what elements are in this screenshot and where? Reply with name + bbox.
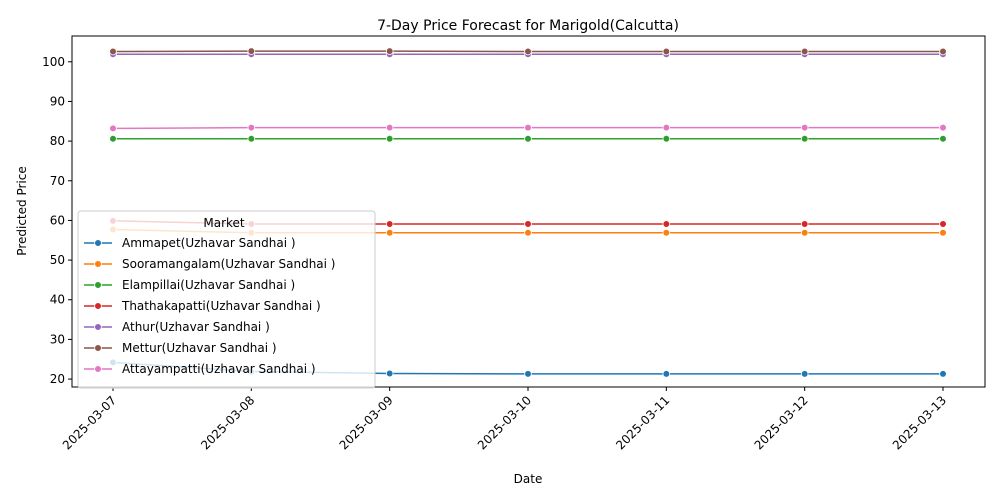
y-tick-label: 90 <box>50 94 65 108</box>
x-axis-label: Date <box>514 472 543 486</box>
data-point <box>385 134 394 143</box>
data-point <box>800 370 809 378</box>
x-axis: 2025-03-07 2025-03-08 2025-03-09 2025-03-10… <box>60 387 949 452</box>
data-point <box>800 123 809 132</box>
series-group <box>109 47 947 56</box>
data-point <box>939 134 947 143</box>
data-point <box>662 370 671 378</box>
data-point <box>247 134 256 143</box>
x-tick-label: 2025-03-08 <box>198 393 257 452</box>
data-point <box>939 370 947 378</box>
legend-title: Market <box>203 216 245 230</box>
y-tick-label: 20 <box>50 372 65 386</box>
legend-label: Sooramangalam(Uzhavar Sandhai ) <box>122 257 336 271</box>
data-point <box>524 134 532 143</box>
data-point <box>524 123 532 132</box>
legend-marker <box>94 323 102 331</box>
y-tick-label: 60 <box>50 213 65 227</box>
x-tick-label: 2025-03-07 <box>60 393 119 452</box>
chart-title: 7-Day Price Forecast for Marigold(Calcut… <box>377 18 679 34</box>
data-point <box>939 220 947 228</box>
legend: Market Ammapet(Uzhavar Sandhai ) Sooramang… <box>77 210 376 389</box>
data-point <box>385 220 394 228</box>
data-point <box>939 47 947 56</box>
data-point <box>524 370 532 378</box>
data-point <box>524 220 532 228</box>
legend-marker <box>94 260 102 268</box>
x-tick-label: 2025-03-09 <box>337 393 396 452</box>
data-point <box>524 47 532 56</box>
y-tick-label: 30 <box>50 332 65 346</box>
legend-label: Ammapet(Uzhavar Sandhai ) <box>122 236 296 250</box>
legend-label: Athur(Uzhavar Sandhai ) <box>122 320 270 334</box>
legend-label: Mettur(Uzhavar Sandhai ) <box>122 341 277 355</box>
data-point <box>385 47 394 55</box>
data-point <box>662 123 671 132</box>
data-point <box>385 369 394 378</box>
x-tick-label: 2025-03-13 <box>890 393 949 452</box>
data-point <box>109 124 117 133</box>
series-group <box>109 134 947 143</box>
data-point <box>385 228 394 237</box>
data-point <box>662 228 671 237</box>
data-point <box>247 123 256 132</box>
data-point <box>939 228 947 237</box>
legend-marker <box>94 281 102 289</box>
y-tick-label: 80 <box>50 134 65 148</box>
legend-marker <box>94 302 102 310</box>
x-tick-label: 2025-03-10 <box>475 393 534 452</box>
y-axis: 20 30 40 50 60 70 80 90 100 <box>42 55 72 386</box>
x-tick-label: 2025-03-12 <box>752 393 811 452</box>
y-tick-label: 100 <box>42 55 65 69</box>
data-point <box>662 220 671 228</box>
plot-lines <box>109 47 947 378</box>
legend-box <box>77 210 376 389</box>
legend-label: Thathakapatti(Uzhavar Sandhai ) <box>121 299 321 313</box>
series-group <box>109 123 947 133</box>
data-point <box>800 47 809 56</box>
legend-marker <box>94 344 102 352</box>
legend-label: Elampillai(Uzhavar Sandhai ) <box>122 278 295 292</box>
data-point <box>385 123 394 132</box>
data-point <box>247 47 256 55</box>
y-tick-label: 40 <box>50 293 65 307</box>
legend-marker <box>94 365 102 373</box>
y-axis-label: Predicted Price <box>15 166 29 255</box>
legend-marker <box>94 239 102 247</box>
data-point <box>800 220 809 228</box>
legend-label: Attayampatti(Uzhavar Sandhai ) <box>122 362 316 376</box>
x-tick-label: 2025-03-11 <box>613 393 672 452</box>
data-point <box>800 134 809 143</box>
data-point <box>939 123 947 132</box>
data-point <box>800 228 809 237</box>
data-point <box>662 47 671 56</box>
data-point <box>109 47 117 56</box>
y-tick-label: 70 <box>50 174 65 188</box>
data-point <box>109 134 117 143</box>
data-point <box>524 228 532 237</box>
y-tick-label: 50 <box>50 253 65 267</box>
data-point <box>662 134 671 143</box>
